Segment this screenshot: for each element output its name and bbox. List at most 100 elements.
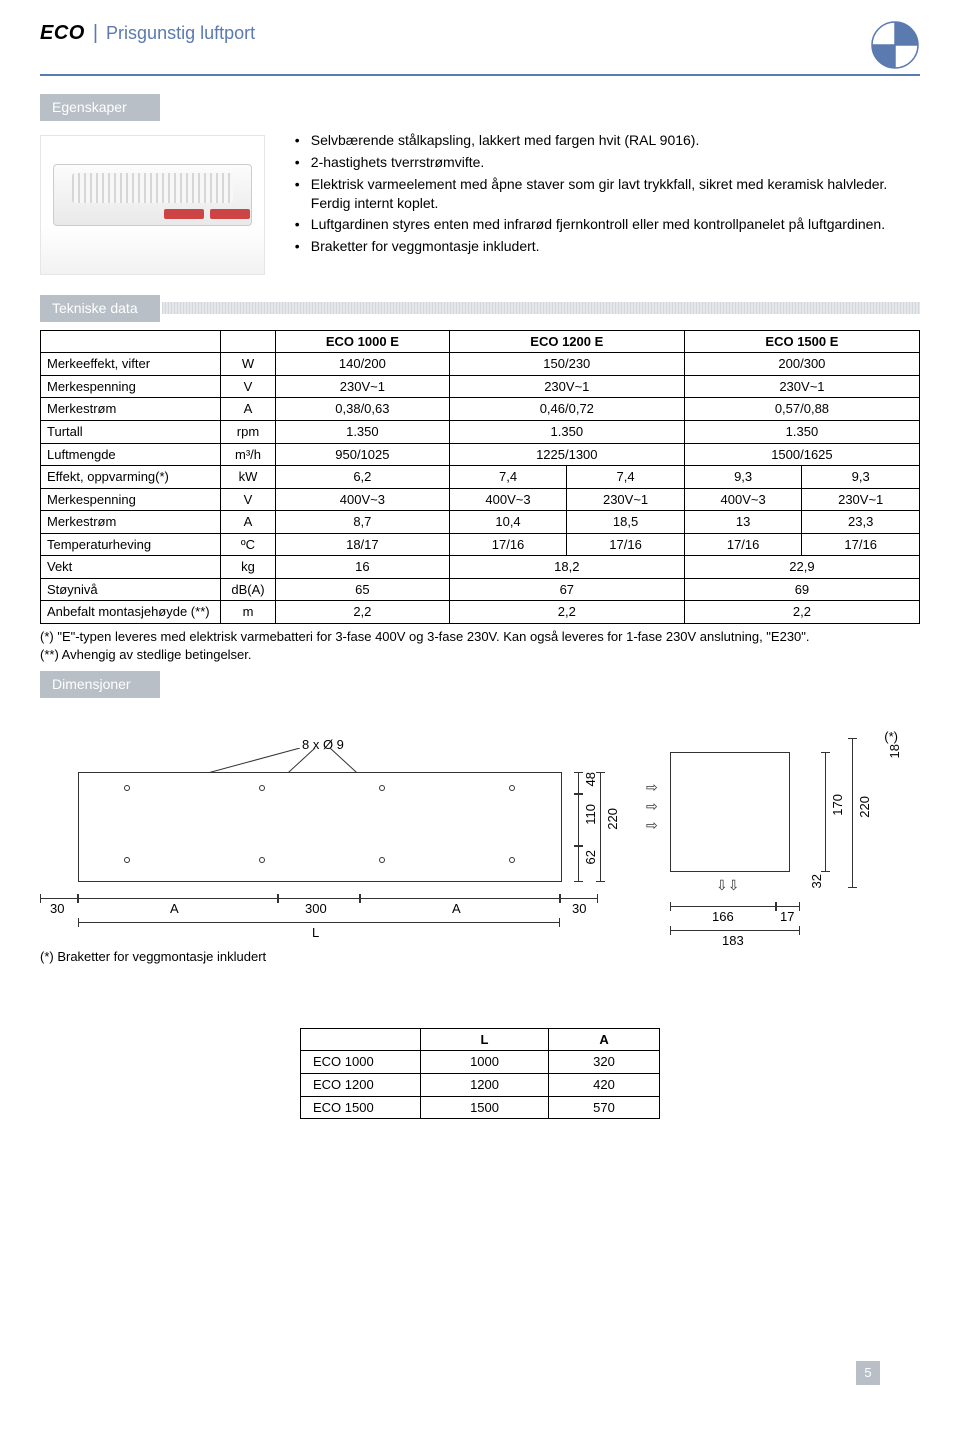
cell: 65 <box>276 578 450 601</box>
cell: 18,5 <box>567 511 685 534</box>
row-label: Luftmengde <box>41 443 221 466</box>
cell: 140/200 <box>276 353 450 376</box>
dims-row-label: ECO 1500 <box>301 1096 421 1119</box>
dim-17: 17 <box>778 908 796 926</box>
cell: 2,2 <box>449 601 684 624</box>
cell: 1225/1300 <box>449 443 684 466</box>
front-view-drawing: 8 x Ø 9 48 110 62 220 30 A 30 <box>40 748 600 882</box>
section-label-dimensions: Dimensjoner <box>40 671 160 698</box>
bracket-note: (*) Braketter for veggmontasje inkludert <box>40 948 266 966</box>
cell: 17/16 <box>802 533 920 556</box>
dim-220s: 220 <box>856 796 874 818</box>
dim-183: 183 <box>720 932 746 950</box>
dim-220f: 220 <box>604 808 622 830</box>
property-item: 2-hastighets tverrstrømvifte. <box>295 153 920 172</box>
cell: 200/300 <box>684 353 919 376</box>
cell: 230V~1 <box>449 375 684 398</box>
cell: 23,3 <box>802 511 920 534</box>
table-row: Vektkg1618,222,9 <box>41 556 920 579</box>
row-label: Merkestrøm <box>41 511 221 534</box>
dims-row-label: ECO 1200 <box>301 1073 421 1096</box>
row-label: Anbefalt montasjehøyde (**) <box>41 601 221 624</box>
table-row: ECO 15001500570 <box>301 1096 660 1119</box>
dims-a: 320 <box>549 1051 660 1074</box>
row-unit: V <box>221 375 276 398</box>
row-label: Temperaturheving <box>41 533 221 556</box>
row-unit: rpm <box>221 420 276 443</box>
table-row: MerkespenningV230V~1230V~1230V~1 <box>41 375 920 398</box>
dims-l: 1000 <box>421 1051 549 1074</box>
dims-th-l: L <box>421 1028 549 1051</box>
properties-list: Selvbærende stålkapsling, lakkert med fa… <box>295 131 920 259</box>
row-label: Turtall <box>41 420 221 443</box>
dim-170: 170 <box>829 794 847 816</box>
dim-32: 32 <box>808 874 826 888</box>
cell: 230V~1 <box>684 375 919 398</box>
airflow-arrow-down-icon: ⇩⇩ <box>716 876 739 895</box>
cell: 13 <box>684 511 802 534</box>
cell: 22,9 <box>684 556 919 579</box>
title-divider-icon: | <box>93 20 98 47</box>
cell: 0,46/0,72 <box>449 398 684 421</box>
cell: 0,57/0,88 <box>684 398 919 421</box>
footnote-1: (*) "E"-typen leveres med elektrisk varm… <box>40 628 920 646</box>
brand-logo-icon <box>870 20 920 70</box>
dims-l: 1200 <box>421 1073 549 1096</box>
th-unit-blank <box>221 330 276 353</box>
property-item: Elektrisk varmeelement med åpne staver s… <box>295 175 920 213</box>
footnote-2: (**) Avhengig av stedlige betingelser. <box>40 646 920 664</box>
th-blank <box>41 330 221 353</box>
property-item: Braketter for veggmontasje inkludert. <box>295 237 920 256</box>
cell: 1.350 <box>276 420 450 443</box>
cell: 2,2 <box>276 601 450 624</box>
property-item: Selvbærende stålkapsling, lakkert med fa… <box>295 131 920 150</box>
row-unit: m <box>221 601 276 624</box>
cell: 400V~3 <box>684 488 802 511</box>
dim-62: 62 <box>582 850 600 864</box>
dim-a1: A <box>168 900 181 918</box>
dimensions-diagram: 8 x Ø 9 48 110 62 220 30 A 30 <box>40 718 920 998</box>
page-number: 5 <box>856 1361 880 1385</box>
cell: 230V~1 <box>567 488 685 511</box>
cell: 230V~1 <box>276 375 450 398</box>
cell: 1.350 <box>449 420 684 443</box>
hatch-rule-icon <box>162 302 920 314</box>
row-label: Merkespenning <box>41 488 221 511</box>
dims-l: 1500 <box>421 1096 549 1119</box>
section-label-properties: Egenskaper <box>40 94 160 121</box>
cell: 230V~1 <box>802 488 920 511</box>
page-header: ECO | Prisgunstig luftport <box>40 20 920 70</box>
cell: 17/16 <box>684 533 802 556</box>
cell: 8,7 <box>276 511 450 534</box>
row-label: Merkeeffekt, vifter <box>41 353 221 376</box>
table-row: Anbefalt montasjehøyde (**)m2,22,22,2 <box>41 601 920 624</box>
dims-a: 570 <box>549 1096 660 1119</box>
cell: 950/1025 <box>276 443 450 466</box>
footnotes: (*) "E"-typen leveres med elektrisk varm… <box>40 628 920 664</box>
dims-header-row: L A <box>301 1028 660 1051</box>
table-header-row: ECO 1000 E ECO 1200 E ECO 1500 E <box>41 330 920 353</box>
cell: 150/230 <box>449 353 684 376</box>
cell: 400V~3 <box>276 488 450 511</box>
row-unit: A <box>221 398 276 421</box>
cell: 16 <box>276 556 450 579</box>
dim-166: 166 <box>710 908 736 926</box>
dims-th-blank <box>301 1028 421 1051</box>
dim-l: L <box>310 924 321 942</box>
cell: 9,3 <box>684 466 802 489</box>
table-row: StøynivådB(A)656769 <box>41 578 920 601</box>
table-row: Turtallrpm1.3501.3501.350 <box>41 420 920 443</box>
cell: 67 <box>449 578 684 601</box>
row-label: Vekt <box>41 556 221 579</box>
dims-row-label: ECO 1000 <box>301 1051 421 1074</box>
row-label: Merkestrøm <box>41 398 221 421</box>
th-model-1: ECO 1000 E <box>276 330 450 353</box>
th-model-2: ECO 1200 E <box>449 330 684 353</box>
cell: 0,38/0,63 <box>276 398 450 421</box>
property-item: Luftgardinen styres enten med infrarød f… <box>295 215 920 234</box>
cell: 2,2 <box>684 601 919 624</box>
title-line: ECO | Prisgunstig luftport <box>40 20 255 47</box>
row-label: Merkespenning <box>41 375 221 398</box>
cell: 69 <box>684 578 919 601</box>
table-row: TemperaturhevingºC18/1717/1617/1617/1617… <box>41 533 920 556</box>
